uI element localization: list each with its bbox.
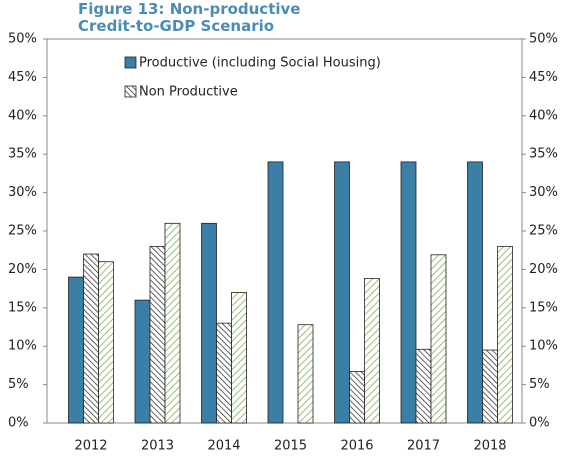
y-tick-label: 5% — [8, 377, 29, 392]
bar — [467, 161, 483, 424]
bar — [482, 349, 498, 424]
y-tick-label: 25% — [8, 224, 37, 239]
y2-tick-label: 50% — [529, 32, 558, 47]
x-tick-label: 2013 — [141, 439, 174, 454]
legend-label: Productive (including Social Housing) — [139, 56, 381, 71]
y-tick-label: 15% — [8, 300, 37, 315]
bar — [349, 371, 365, 424]
x-tick-label: 2016 — [340, 439, 373, 454]
y2-tick-label: 5% — [529, 377, 550, 392]
bar — [83, 253, 99, 424]
y-tick-label: 10% — [8, 339, 37, 354]
plot-frame — [46, 38, 523, 424]
bar — [400, 161, 417, 424]
y-tick-label: 35% — [8, 147, 37, 162]
y2-tick-label: 10% — [529, 339, 558, 354]
bar — [364, 278, 380, 424]
x-tick-label: 2018 — [473, 439, 506, 454]
y-tick-label: 45% — [8, 70, 37, 85]
y-tick-label: 30% — [8, 185, 37, 200]
y2-tick-label: 30% — [529, 185, 558, 200]
y2-tick-label: 45% — [529, 70, 558, 85]
bar — [415, 348, 432, 424]
bar — [134, 299, 151, 424]
bar — [98, 261, 114, 424]
y-tick-label: 40% — [8, 108, 37, 123]
y2-tick-label: 0% — [529, 416, 550, 431]
y-tick-label: 0% — [8, 416, 29, 431]
bar — [216, 322, 232, 424]
bar — [149, 245, 166, 424]
y2-tick-label: 25% — [529, 224, 558, 239]
y-tick-label: 20% — [8, 262, 37, 277]
bar — [201, 222, 217, 424]
x-tick-label: 2015 — [274, 439, 307, 454]
bar — [334, 161, 350, 424]
legend-swatch — [124, 85, 137, 98]
y2-tick-label: 40% — [529, 108, 558, 123]
y2-tick-label: 20% — [529, 262, 558, 277]
y-tick-label: 50% — [8, 32, 37, 47]
bar — [430, 254, 447, 424]
x-tick-label: 2012 — [74, 439, 107, 454]
x-tick-label: 2014 — [207, 439, 240, 454]
y2-tick-label: 15% — [529, 300, 558, 315]
y2-tick-label: 35% — [529, 147, 558, 162]
bar — [267, 161, 284, 424]
legend-swatch — [124, 56, 137, 69]
bar — [497, 245, 513, 424]
bar — [164, 222, 181, 424]
legend-label: Non Productive — [139, 85, 238, 100]
bar — [297, 324, 314, 424]
x-tick-label: 2017 — [407, 439, 440, 454]
bar — [231, 292, 247, 424]
chart-title: Figure 13: Non-productive Credit-to-GDP … — [78, 0, 301, 35]
bar — [68, 276, 84, 424]
